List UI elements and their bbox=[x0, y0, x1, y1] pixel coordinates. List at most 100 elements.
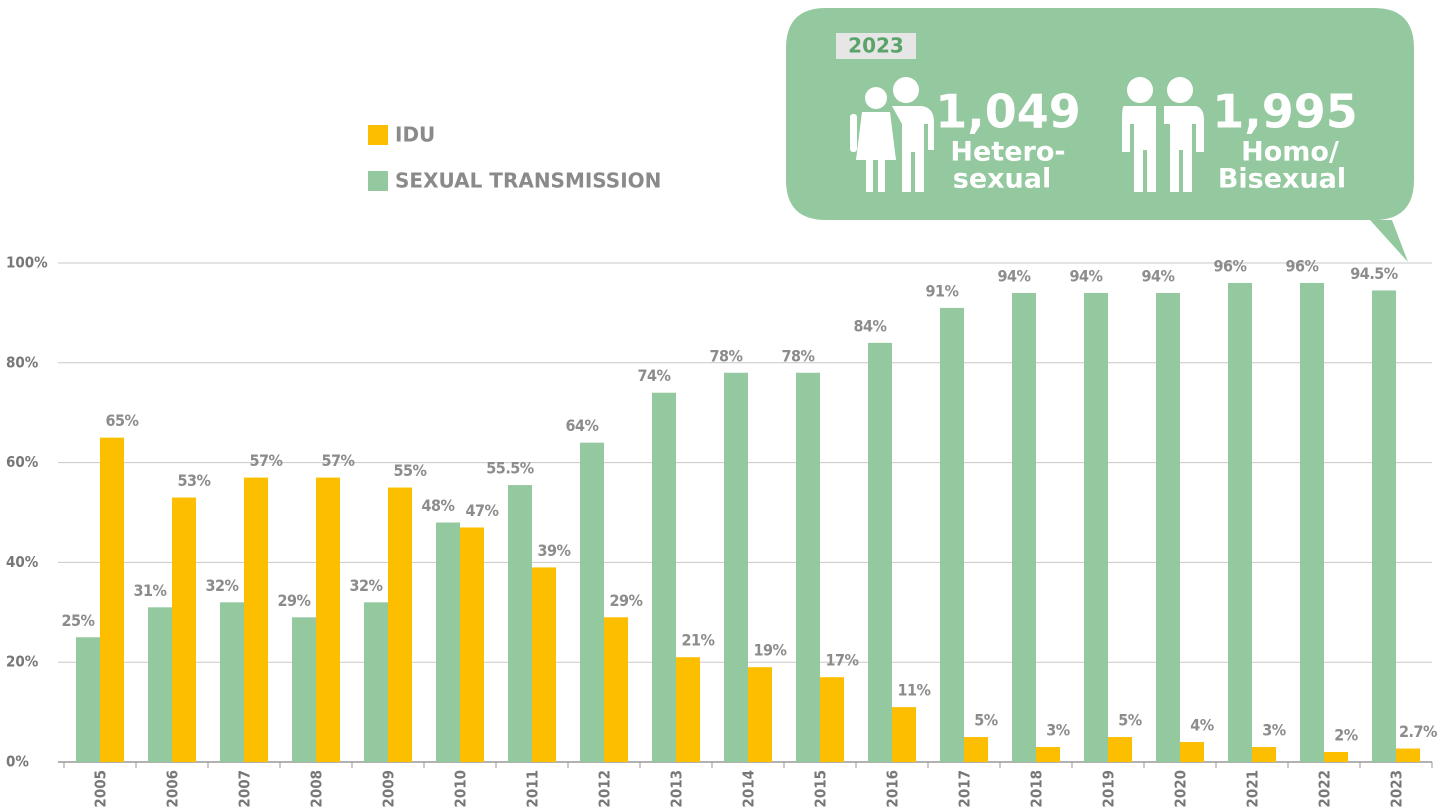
x-tick-label: 2021 bbox=[1244, 770, 1262, 807]
x-tick-label: 2014 bbox=[740, 770, 758, 807]
value-label: 21% bbox=[682, 631, 715, 650]
x-tick-label: 2011 bbox=[524, 770, 542, 807]
y-tick-label: 20% bbox=[6, 653, 39, 671]
bar bbox=[1036, 747, 1060, 762]
bar bbox=[1084, 292, 1108, 762]
x-tick-label: 2015 bbox=[812, 770, 830, 807]
x-tick-label: 2023 bbox=[1388, 770, 1406, 807]
legend-label: IDU bbox=[395, 123, 435, 147]
value-label: 48% bbox=[422, 496, 455, 515]
bar bbox=[1252, 747, 1276, 762]
bar bbox=[892, 707, 916, 762]
bar bbox=[220, 602, 244, 762]
value-label: 94% bbox=[998, 266, 1031, 285]
callout-label: sexual bbox=[953, 164, 1052, 195]
bar bbox=[724, 372, 748, 762]
bar bbox=[748, 667, 772, 762]
callout-label: Homo/ bbox=[1241, 137, 1339, 168]
bar bbox=[100, 437, 124, 762]
bar bbox=[868, 342, 892, 762]
legend: IDU SEXUAL TRANSMISSION bbox=[368, 123, 661, 193]
bar bbox=[1156, 292, 1180, 762]
bar bbox=[388, 487, 412, 762]
value-label: 55.5% bbox=[486, 459, 534, 478]
x-tick-label: 2008 bbox=[308, 770, 326, 807]
value-label: 2.7% bbox=[1399, 722, 1437, 741]
x-tick-label: 2006 bbox=[164, 770, 182, 807]
callout: 2023 1,049 Hetero- sexual 1,995 Homo/ Bi… bbox=[786, 8, 1414, 262]
y-tick-label: 0% bbox=[6, 753, 29, 771]
bar bbox=[508, 485, 532, 762]
bar bbox=[1108, 737, 1132, 762]
value-label: 32% bbox=[206, 576, 239, 595]
bar bbox=[532, 567, 556, 762]
value-label: 96% bbox=[1214, 256, 1247, 275]
value-label: 32% bbox=[350, 576, 383, 595]
callout-value: 1,995 bbox=[1212, 85, 1358, 139]
value-label: 3% bbox=[1046, 721, 1070, 740]
legend-swatch bbox=[368, 171, 388, 191]
value-label: 74% bbox=[638, 366, 671, 385]
value-label: 11% bbox=[898, 681, 931, 700]
value-label: 2% bbox=[1334, 726, 1358, 745]
y-tick-label: 60% bbox=[6, 453, 39, 471]
bar bbox=[1396, 748, 1420, 762]
callout-year-box bbox=[836, 33, 916, 59]
bar bbox=[172, 497, 196, 762]
x-tick-label: 2010 bbox=[452, 770, 470, 807]
x-tick-label: 2013 bbox=[668, 770, 686, 807]
bar bbox=[148, 607, 172, 762]
value-label: 3% bbox=[1262, 721, 1286, 740]
bar bbox=[580, 442, 604, 762]
bar bbox=[796, 372, 820, 762]
bar bbox=[652, 392, 676, 762]
x-tick-label: 2007 bbox=[236, 770, 254, 807]
callout-bubble bbox=[786, 8, 1414, 262]
callout-value: 1,049 bbox=[935, 85, 1081, 139]
value-label: 19% bbox=[754, 641, 787, 660]
legend-swatch bbox=[368, 125, 388, 145]
legend-label: SEXUAL TRANSMISSION bbox=[395, 169, 661, 193]
value-label: 78% bbox=[710, 346, 743, 365]
x-tick-label: 2012 bbox=[596, 770, 614, 807]
value-label: 29% bbox=[278, 591, 311, 610]
bar bbox=[76, 637, 100, 762]
callout-label: Hetero- bbox=[950, 137, 1065, 168]
bar bbox=[1324, 752, 1348, 762]
x-tick-label: 2020 bbox=[1172, 770, 1190, 807]
value-label: 29% bbox=[610, 591, 643, 610]
value-label: 53% bbox=[178, 471, 211, 490]
bar bbox=[244, 477, 268, 762]
value-label: 78% bbox=[782, 346, 815, 365]
x-tick-label: 2019 bbox=[1100, 770, 1118, 807]
bar bbox=[1228, 282, 1252, 762]
x-tick-label: 2005 bbox=[92, 770, 110, 807]
value-label: 31% bbox=[134, 581, 167, 600]
x-tick-label: 2009 bbox=[380, 770, 398, 807]
bar bbox=[316, 477, 340, 762]
value-label: 47% bbox=[466, 501, 499, 520]
value-label: 94% bbox=[1142, 266, 1175, 285]
y-tick-label: 40% bbox=[6, 553, 39, 571]
bar bbox=[292, 617, 316, 762]
x-tick-label: 2017 bbox=[956, 770, 974, 807]
callout-label: Bisexual bbox=[1218, 164, 1346, 195]
homo-icon bbox=[1122, 77, 1204, 192]
value-label: 96% bbox=[1286, 256, 1319, 275]
hetero-icon bbox=[850, 77, 934, 192]
value-label: 57% bbox=[250, 451, 283, 470]
bar bbox=[1372, 290, 1396, 762]
value-label: 4% bbox=[1190, 716, 1214, 735]
bar bbox=[1300, 282, 1324, 762]
value-label: 25% bbox=[62, 611, 95, 630]
bar bbox=[364, 602, 388, 762]
bar bbox=[460, 527, 484, 762]
bar bbox=[1180, 742, 1204, 762]
value-label: 55% bbox=[394, 461, 427, 480]
bar bbox=[1012, 292, 1036, 762]
bar bbox=[436, 522, 460, 762]
x-tick-label: 2018 bbox=[1028, 770, 1046, 807]
value-label: 5% bbox=[974, 711, 998, 730]
value-label: 84% bbox=[854, 316, 887, 335]
